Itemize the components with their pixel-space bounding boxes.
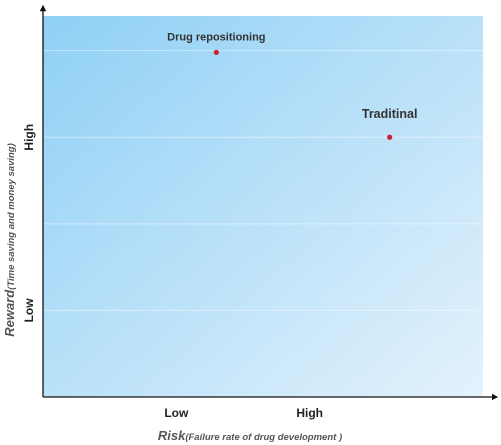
x-axis-title: Risk(Failure rate of drug development ) bbox=[158, 428, 342, 443]
x-tick-label: Low bbox=[164, 406, 189, 420]
y-tick-label: Low bbox=[22, 298, 36, 323]
plot-area-background bbox=[43, 16, 483, 397]
y-tick-label: High bbox=[22, 124, 36, 151]
x-tick-label: High bbox=[296, 406, 323, 420]
y-axis-title: Reward(Time saving and money saving) bbox=[2, 143, 17, 337]
data-point bbox=[387, 134, 393, 140]
data-point bbox=[213, 49, 219, 55]
data-point-label: Drug repositioning bbox=[167, 31, 265, 43]
data-point-label: Traditinal bbox=[362, 107, 418, 121]
grid-lines bbox=[43, 50, 483, 311]
